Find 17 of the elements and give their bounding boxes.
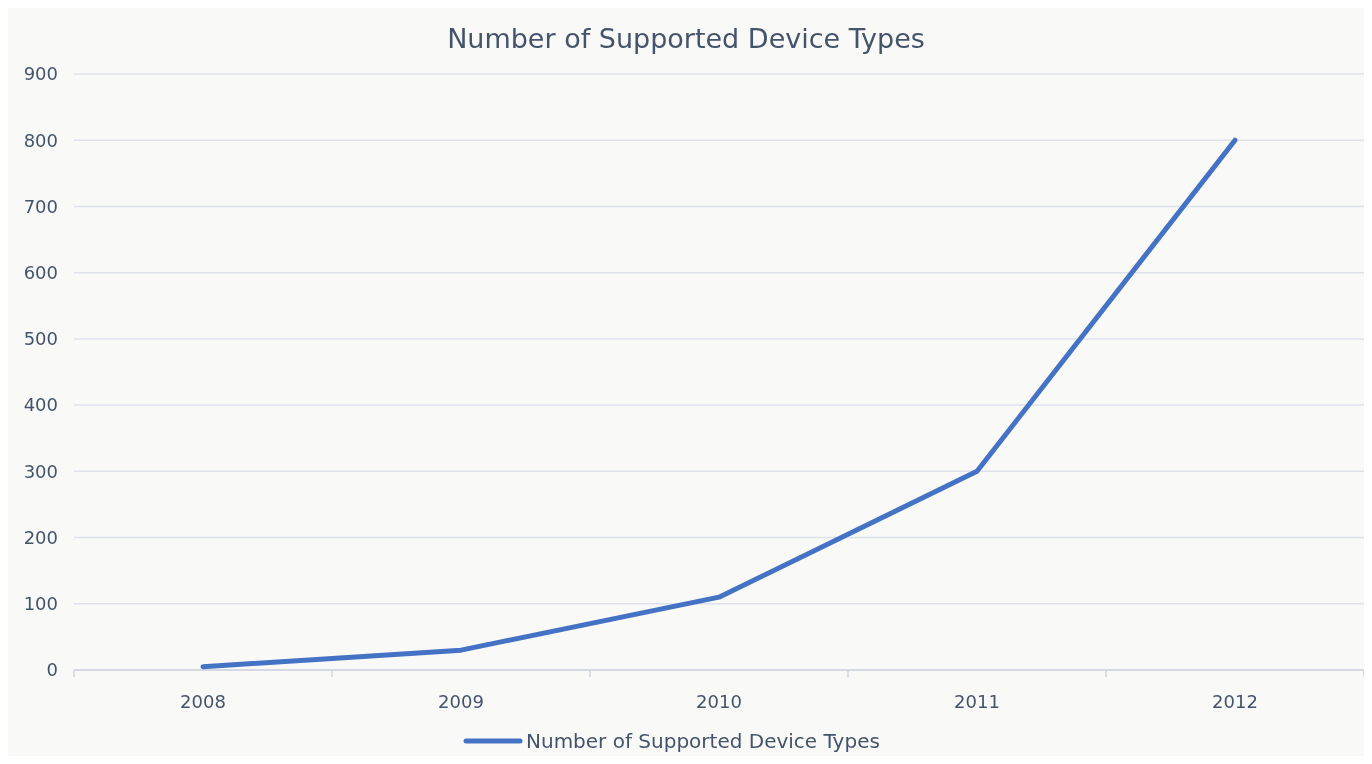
y-tick-label: 500 — [23, 328, 58, 350]
legend-label: Number of Supported Device Types — [526, 729, 880, 753]
x-tick-label: 2011 — [954, 691, 1000, 712]
y-tick-label: 300 — [23, 460, 58, 482]
y-tick-label: 700 — [23, 195, 58, 217]
x-tick-label: 2012 — [1212, 691, 1258, 712]
chart-title: Number of Supported Device Types — [447, 23, 925, 54]
y-tick-label: 0 — [46, 659, 58, 681]
x-tick-label: 2008 — [180, 691, 226, 712]
y-tick-label: 600 — [23, 261, 58, 283]
y-tick-label: 900 — [23, 63, 58, 85]
y-tick-label: 800 — [23, 129, 58, 151]
x-tick-label: 2010 — [696, 691, 742, 712]
x-tick-label: 2009 — [438, 691, 484, 712]
y-tick-label: 200 — [23, 526, 58, 548]
y-tick-label: 400 — [23, 394, 58, 416]
y-tick-label: 100 — [23, 593, 58, 615]
